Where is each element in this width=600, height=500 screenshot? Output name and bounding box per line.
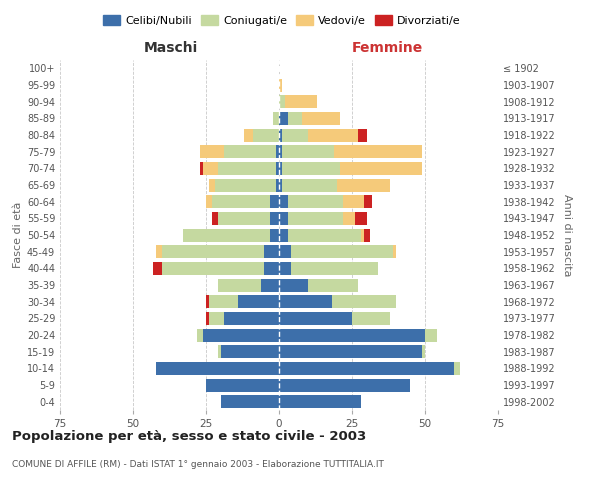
- Bar: [352, 312, 390, 325]
- Bar: [244, 128, 253, 141]
- Bar: [288, 212, 343, 225]
- Bar: [308, 128, 358, 141]
- Bar: [200, 145, 224, 158]
- Bar: [279, 295, 332, 308]
- Bar: [162, 262, 265, 275]
- Bar: [238, 295, 279, 308]
- Bar: [273, 112, 279, 125]
- Bar: [282, 128, 308, 141]
- Bar: [279, 128, 282, 141]
- Bar: [209, 295, 238, 308]
- Bar: [203, 162, 218, 175]
- Bar: [215, 178, 276, 192]
- Bar: [276, 162, 279, 175]
- Bar: [218, 278, 262, 291]
- Bar: [276, 145, 279, 158]
- Bar: [288, 195, 343, 208]
- Bar: [203, 328, 279, 342]
- Bar: [182, 228, 270, 241]
- Bar: [157, 362, 279, 375]
- Bar: [270, 195, 279, 208]
- Bar: [262, 278, 279, 291]
- Bar: [279, 145, 282, 158]
- Bar: [279, 228, 288, 241]
- Bar: [364, 195, 373, 208]
- Bar: [343, 195, 364, 208]
- Bar: [279, 278, 308, 291]
- Bar: [422, 345, 425, 358]
- Text: Maschi: Maschi: [144, 41, 198, 55]
- Bar: [279, 395, 361, 408]
- Bar: [358, 128, 367, 141]
- Bar: [279, 195, 288, 208]
- Bar: [425, 328, 437, 342]
- Bar: [337, 178, 390, 192]
- Bar: [218, 345, 221, 358]
- Bar: [279, 312, 352, 325]
- Bar: [279, 345, 422, 358]
- Y-axis label: Fasce di età: Fasce di età: [13, 202, 23, 268]
- Bar: [454, 362, 460, 375]
- Legend: Celibi/Nubili, Coniugati/e, Vedovi/e, Divorziati/e: Celibi/Nubili, Coniugati/e, Vedovi/e, Di…: [99, 10, 465, 30]
- Bar: [279, 178, 282, 192]
- Bar: [279, 378, 410, 392]
- Bar: [308, 278, 358, 291]
- Bar: [212, 212, 218, 225]
- Bar: [279, 162, 282, 175]
- Bar: [279, 328, 425, 342]
- Bar: [206, 295, 209, 308]
- Bar: [279, 212, 288, 225]
- Bar: [340, 162, 422, 175]
- Bar: [218, 162, 276, 175]
- Bar: [221, 395, 279, 408]
- Bar: [270, 228, 279, 241]
- Bar: [265, 262, 279, 275]
- Bar: [154, 262, 162, 275]
- Bar: [206, 195, 212, 208]
- Bar: [157, 245, 162, 258]
- Bar: [212, 195, 270, 208]
- Bar: [270, 212, 279, 225]
- Bar: [206, 378, 279, 392]
- Y-axis label: Anni di nascita: Anni di nascita: [562, 194, 572, 276]
- Bar: [197, 328, 203, 342]
- Bar: [361, 228, 364, 241]
- Bar: [302, 112, 340, 125]
- Bar: [343, 212, 355, 225]
- Bar: [288, 112, 302, 125]
- Bar: [276, 178, 279, 192]
- Bar: [206, 312, 209, 325]
- Bar: [209, 178, 215, 192]
- Bar: [279, 95, 285, 108]
- Bar: [290, 245, 393, 258]
- Bar: [162, 245, 265, 258]
- Bar: [279, 112, 288, 125]
- Bar: [253, 128, 279, 141]
- Text: Femmine: Femmine: [352, 41, 422, 55]
- Bar: [282, 162, 340, 175]
- Bar: [265, 245, 279, 258]
- Bar: [279, 78, 282, 92]
- Bar: [221, 345, 279, 358]
- Bar: [334, 145, 422, 158]
- Bar: [285, 95, 317, 108]
- Bar: [279, 245, 290, 258]
- Bar: [282, 178, 337, 192]
- Bar: [355, 212, 367, 225]
- Bar: [364, 228, 370, 241]
- Bar: [218, 212, 270, 225]
- Bar: [279, 362, 454, 375]
- Bar: [279, 262, 290, 275]
- Bar: [332, 295, 396, 308]
- Bar: [224, 312, 279, 325]
- Bar: [288, 228, 361, 241]
- Bar: [209, 312, 224, 325]
- Bar: [393, 245, 396, 258]
- Bar: [282, 145, 334, 158]
- Bar: [290, 262, 378, 275]
- Bar: [224, 145, 276, 158]
- Bar: [200, 162, 203, 175]
- Text: COMUNE DI AFFILE (RM) - Dati ISTAT 1° gennaio 2003 - Elaborazione TUTTITALIA.IT: COMUNE DI AFFILE (RM) - Dati ISTAT 1° ge…: [12, 460, 384, 469]
- Text: Popolazione per età, sesso e stato civile - 2003: Popolazione per età, sesso e stato civil…: [12, 430, 366, 443]
